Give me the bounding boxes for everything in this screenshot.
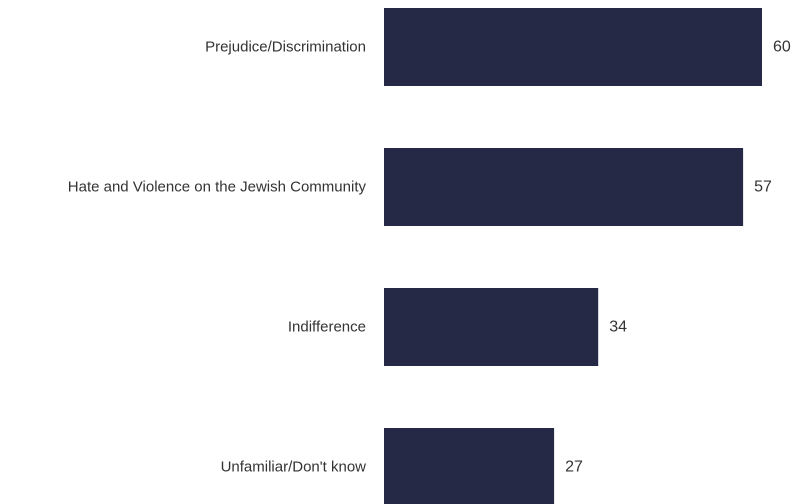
bar: [384, 148, 744, 226]
bar: [384, 288, 599, 366]
category-label: Unfamiliar/Don't know: [221, 459, 367, 476]
bar: [384, 8, 762, 86]
data-label: 34: [609, 319, 627, 336]
data-label: 60: [773, 39, 791, 56]
bar: [384, 428, 555, 504]
category-label: Prejudice/Discrimination: [205, 39, 366, 56]
data-label: 57: [754, 179, 772, 196]
category-label: Hate and Violence on the Jewish Communit…: [68, 179, 367, 196]
data-label: 27: [565, 459, 583, 476]
category-label: Indifference: [288, 319, 366, 336]
